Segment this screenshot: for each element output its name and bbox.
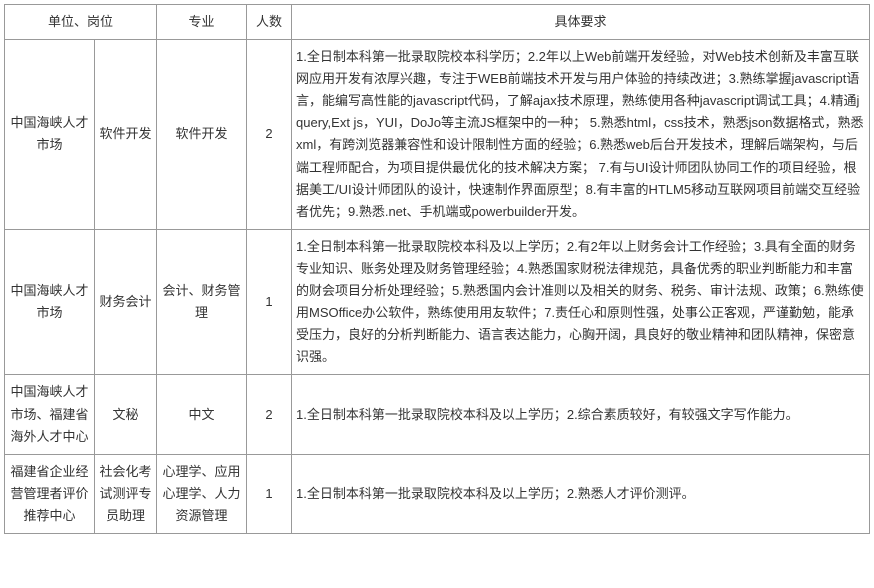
cell-major: 心理学、应用心理学、人力资源管理 xyxy=(157,454,247,533)
cell-major: 会计、财务管理 xyxy=(157,229,247,375)
cell-requirements: 1.全日制本科第一批录取院校本科学历；2.2年以上Web前端开发经验，对Web技… xyxy=(292,40,870,230)
cell-requirements: 1.全日制本科第一批录取院校本科及以上学历；2.综合素质较好，有较强文字写作能力… xyxy=(292,375,870,454)
cell-unit: 福建省企业经营管理者评价推荐中心 xyxy=(5,454,95,533)
cell-position: 社会化考试测评专员助理 xyxy=(95,454,157,533)
cell-count: 1 xyxy=(247,229,292,375)
cell-unit: 中国海峡人才市场 xyxy=(5,229,95,375)
cell-unit: 中国海峡人才市场 xyxy=(5,40,95,230)
table-header-row: 单位、岗位 专业 人数 具体要求 xyxy=(5,5,870,40)
header-unit: 单位、岗位 xyxy=(5,5,157,40)
table-row: 中国海峡人才市场、福建省海外人才中心 文秘 中文 2 1.全日制本科第一批录取院… xyxy=(5,375,870,454)
header-count: 人数 xyxy=(247,5,292,40)
cell-position: 文秘 xyxy=(95,375,157,454)
table-row: 中国海峡人才市场 财务会计 会计、财务管理 1 1.全日制本科第一批录取院校本科… xyxy=(5,229,870,375)
header-major: 专业 xyxy=(157,5,247,40)
cell-count: 2 xyxy=(247,375,292,454)
cell-major: 软件开发 xyxy=(157,40,247,230)
cell-count: 1 xyxy=(247,454,292,533)
cell-count: 2 xyxy=(247,40,292,230)
table-row: 福建省企业经营管理者评价推荐中心 社会化考试测评专员助理 心理学、应用心理学、人… xyxy=(5,454,870,533)
cell-requirements: 1.全日制本科第一批录取院校本科及以上学历；2.有2年以上财务会计工作经验；3.… xyxy=(292,229,870,375)
cell-unit: 中国海峡人才市场、福建省海外人才中心 xyxy=(5,375,95,454)
cell-requirements: 1.全日制本科第一批录取院校本科及以上学历；2.熟悉人才评价测评。 xyxy=(292,454,870,533)
cell-position: 财务会计 xyxy=(95,229,157,375)
header-requirements: 具体要求 xyxy=(292,5,870,40)
table-row: 中国海峡人才市场 软件开发 软件开发 2 1.全日制本科第一批录取院校本科学历；… xyxy=(5,40,870,230)
cell-position: 软件开发 xyxy=(95,40,157,230)
job-requirements-table: 单位、岗位 专业 人数 具体要求 中国海峡人才市场 软件开发 软件开发 2 1.… xyxy=(4,4,870,534)
cell-major: 中文 xyxy=(157,375,247,454)
